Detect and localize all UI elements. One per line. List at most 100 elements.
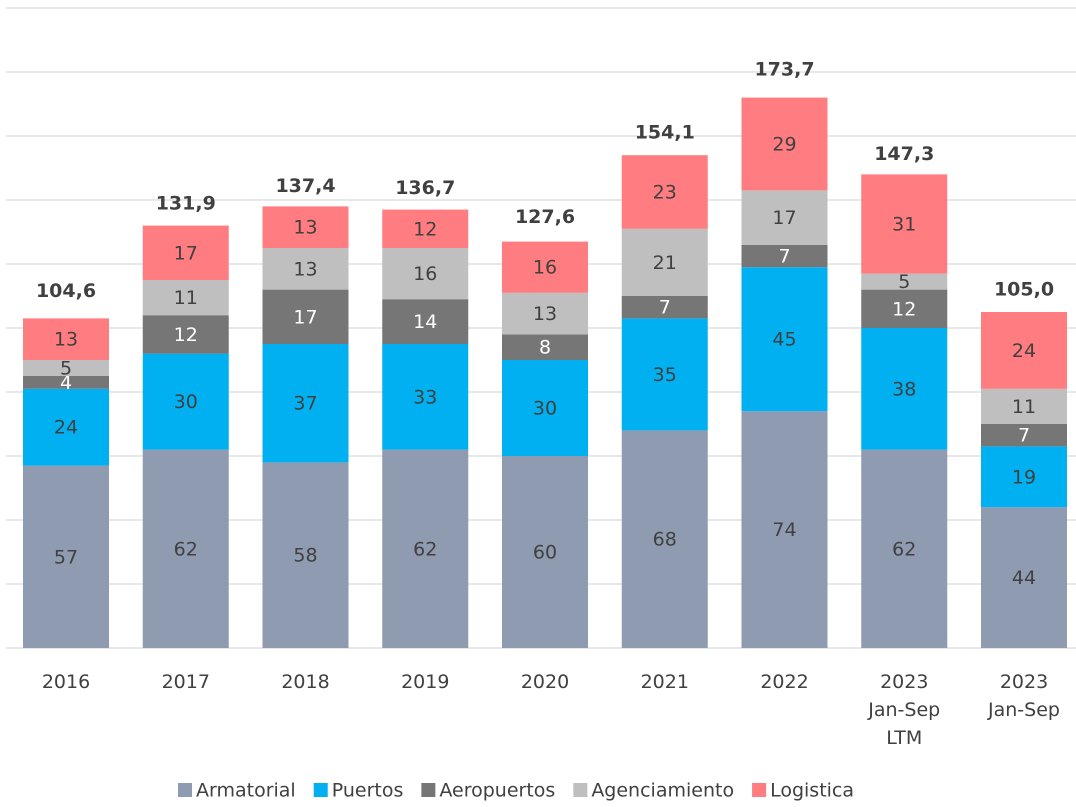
legend-swatch (421, 783, 436, 797)
data-label: 62 (413, 538, 437, 560)
data-label: 24 (54, 417, 78, 439)
bar-segment (861, 449, 948, 648)
data-label: 12 (174, 324, 198, 346)
bar-segment (262, 206, 349, 248)
data-label: 8 (539, 337, 551, 359)
data-label: 12 (892, 298, 916, 320)
bar-segment (621, 228, 708, 296)
legend-swatch (573, 783, 588, 797)
x-tick-line: 2019 (401, 671, 449, 693)
bar-segment (382, 248, 469, 300)
bar-segment (741, 97, 828, 191)
bar-segment (382, 449, 469, 648)
data-label: 5 (60, 358, 72, 380)
data-label: 35 (653, 364, 677, 386)
legend-label: Agenciamiento (591, 780, 734, 802)
bar-segment (262, 344, 349, 463)
bar-segment (981, 446, 1067, 508)
data-label: 21 (653, 252, 677, 274)
legend-swatch (313, 783, 328, 797)
bar-segment (621, 296, 708, 319)
x-tick-line: 2023 (880, 671, 928, 693)
x-tick-line: Jan-Sep (987, 699, 1060, 721)
data-label: 7 (659, 297, 671, 319)
bar-segment (861, 328, 948, 450)
data-label: 17 (293, 306, 317, 328)
bar-segment (741, 244, 828, 268)
bar-segment (981, 312, 1067, 389)
bar-segment (23, 360, 109, 376)
bar-segment (861, 174, 948, 274)
x-tick-label: 2017 (162, 671, 210, 693)
total-label: 173,7 (754, 59, 814, 81)
x-tick-label: 2019 (401, 671, 449, 693)
bar-segment (981, 388, 1067, 424)
data-label: 11 (1012, 396, 1036, 418)
data-label: 60 (533, 542, 557, 564)
data-label: 44 (1012, 567, 1036, 589)
x-tick-line: 2020 (521, 671, 569, 693)
x-tick-label: 2016 (42, 671, 90, 693)
bar-segment (502, 456, 588, 648)
data-label: 16 (533, 257, 557, 279)
data-label: 23 (653, 182, 677, 204)
data-label: 12 (413, 218, 437, 240)
bar-segment (262, 289, 349, 344)
data-label: 5 (898, 271, 910, 293)
legend-swatch (178, 783, 192, 797)
total-label: 127,6 (515, 206, 575, 228)
legend-label: Armatorial (196, 780, 296, 802)
data-label: 37 (293, 393, 317, 415)
data-label: 14 (413, 311, 437, 333)
bar-segment (621, 318, 708, 431)
total-label: 136,7 (395, 177, 455, 199)
bar-segment (621, 155, 708, 229)
bar-segment (502, 360, 588, 456)
x-tick-label: 2023 Jan-Sep LTM (867, 671, 940, 749)
bar-segment (23, 465, 109, 648)
bar-segment (981, 507, 1067, 648)
x-tick-line: LTM (886, 727, 922, 749)
data-label: 58 (293, 545, 317, 567)
legend-label: Aeropuertos (439, 780, 555, 802)
data-label: 31 (892, 214, 916, 236)
data-label: 7 (1018, 425, 1030, 447)
bar-segment (142, 353, 229, 450)
bar-segment (23, 318, 109, 360)
x-tick-label: 2022 (760, 671, 808, 693)
data-label: 74 (772, 519, 796, 541)
total-label: 147,3 (874, 143, 934, 165)
x-tick-line: 2022 (760, 671, 808, 693)
bar-segment (741, 267, 828, 412)
x-tick-line: 2016 (42, 671, 90, 693)
x-tick-label: 2018 (281, 671, 329, 693)
bar-segment (621, 430, 708, 648)
data-label: 13 (293, 258, 317, 280)
bar-segment (741, 411, 828, 648)
data-label: 17 (772, 207, 796, 229)
data-label: 33 (413, 386, 437, 408)
data-label: 13 (293, 217, 317, 239)
data-label: 62 (892, 538, 916, 560)
data-label: 4 (60, 372, 72, 394)
bar-segment (262, 462, 349, 648)
data-label: 45 (772, 329, 796, 351)
bar-segment (142, 225, 229, 280)
data-label: 38 (892, 378, 916, 400)
bar-segment (23, 388, 109, 466)
data-label: 19 (1012, 466, 1036, 488)
total-label: 104,6 (36, 280, 96, 302)
data-label: 30 (533, 398, 557, 420)
total-label: 105,0 (994, 279, 1054, 301)
bar-segment (262, 248, 349, 290)
legend-swatch (752, 783, 767, 797)
bar-segment (382, 299, 469, 344)
x-tick-label: 2023 Jan-Sep (987, 671, 1060, 721)
data-label: 11 (174, 287, 198, 309)
total-label: 131,9 (156, 192, 216, 214)
data-label: 7 (778, 246, 790, 268)
bar-segment (142, 315, 229, 354)
bar-segment (741, 190, 828, 245)
x-tick-line: Jan-Sep (867, 699, 940, 721)
x-tick-label: 2021 (641, 671, 689, 693)
